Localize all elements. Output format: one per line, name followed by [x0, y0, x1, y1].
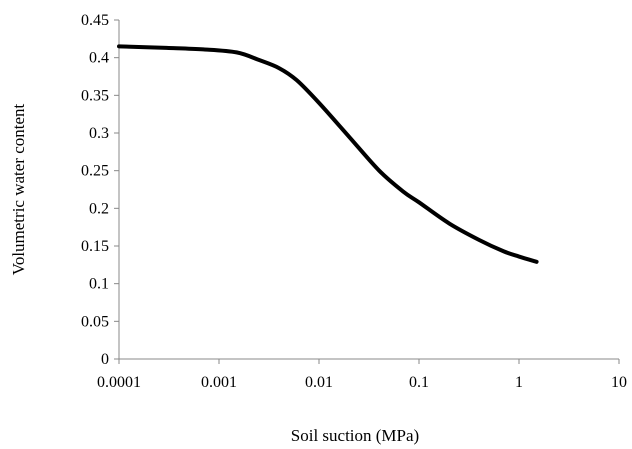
series-layer [117, 44, 539, 264]
y-tick-label: 0.05 [81, 313, 109, 330]
y-tick-label: 0.45 [81, 12, 109, 29]
x-axis-ticks: 0.0001 0.001 0.01 0.1 1 10 [97, 359, 627, 391]
y-tick-label: 0.3 [89, 125, 109, 142]
x-tick-label: 0.001 [201, 374, 237, 391]
x-tick-label: 0.0001 [97, 374, 141, 391]
y-tick-label: 0.25 [81, 163, 109, 180]
x-tick-label: 10 [611, 374, 627, 391]
y-tick-label: 0.4 [89, 50, 109, 67]
x-tick-label: 0.01 [305, 374, 333, 391]
y-tick-label: 0.35 [81, 87, 109, 104]
x-tick-label: 1 [515, 374, 523, 391]
y-tick-label: 0 [101, 351, 109, 368]
y-axis-title: Volumetric water content [9, 103, 28, 275]
y-tick-label: 0.1 [89, 276, 109, 293]
y-tick-label: 0.2 [89, 200, 109, 217]
x-tick-label: 0.1 [409, 374, 429, 391]
y-axis-ticks: 0 0.05 0.1 0.15 0.2 0.25 0.3 0.35 0.4 0.45 [81, 12, 119, 368]
series-line [117, 44, 539, 264]
x-axis-title: Soil suction (MPa) [291, 426, 419, 445]
y-tick-label: 0.15 [81, 238, 109, 255]
